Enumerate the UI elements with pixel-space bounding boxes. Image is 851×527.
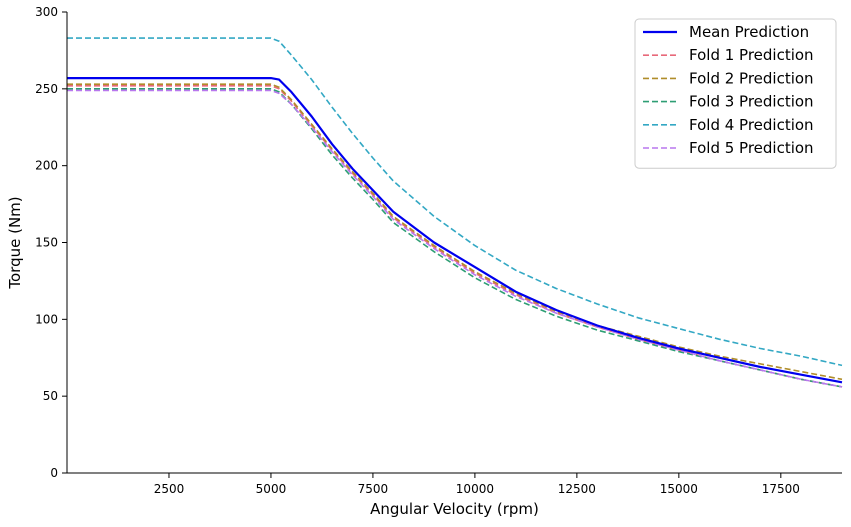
x-tick-label: 15000 <box>660 482 698 496</box>
legend-label: Mean Prediction <box>689 23 809 41</box>
x-tick-label: 2500 <box>154 482 185 496</box>
x-tick-label: 17500 <box>762 482 800 496</box>
legend-label: Fold 1 Prediction <box>689 46 814 64</box>
y-tick-label: 50 <box>43 389 58 403</box>
legend: Mean Prediction Fold 1 Prediction Fold 2 P… <box>634 18 837 169</box>
x-tick-label: 7500 <box>358 482 389 496</box>
legend-label: Fold 3 Prediction <box>689 93 814 111</box>
y-tick-label: 200 <box>35 159 58 173</box>
legend-label: Fold 4 Prediction <box>689 116 814 134</box>
y-axis-title: Torque (Nm) <box>6 196 24 289</box>
x-axis-ticks: 2500 5000 7500 10000 12500 15000 17500 <box>154 473 800 496</box>
plot-lines <box>67 37 843 388</box>
x-axis-title: Angular Velocity (rpm) <box>370 500 539 518</box>
legend-label: Fold 2 Prediction <box>689 69 814 87</box>
x-tick-label: 12500 <box>558 482 596 496</box>
y-tick-label: 100 <box>35 312 58 326</box>
y-tick-label: 250 <box>35 82 58 96</box>
x-tick-label: 10000 <box>456 482 494 496</box>
y-axis-ticks: 0 50 100 150 200 250 300 <box>35 5 67 480</box>
legend-label: Fold 5 Prediction <box>689 139 814 157</box>
legend-box <box>634 18 837 169</box>
series-line-fold-2 <box>67 83 843 381</box>
y-tick-label: 0 <box>50 466 58 480</box>
series-line-fold-5 <box>67 89 843 388</box>
series-line-fold-4 <box>67 37 843 367</box>
x-tick-label: 5000 <box>256 482 287 496</box>
y-tick-label: 300 <box>35 5 58 19</box>
series-line-mean <box>67 77 843 384</box>
series-line-fold-1 <box>67 85 843 388</box>
y-tick-label: 150 <box>35 236 58 250</box>
series-line-fold-3 <box>67 88 843 388</box>
